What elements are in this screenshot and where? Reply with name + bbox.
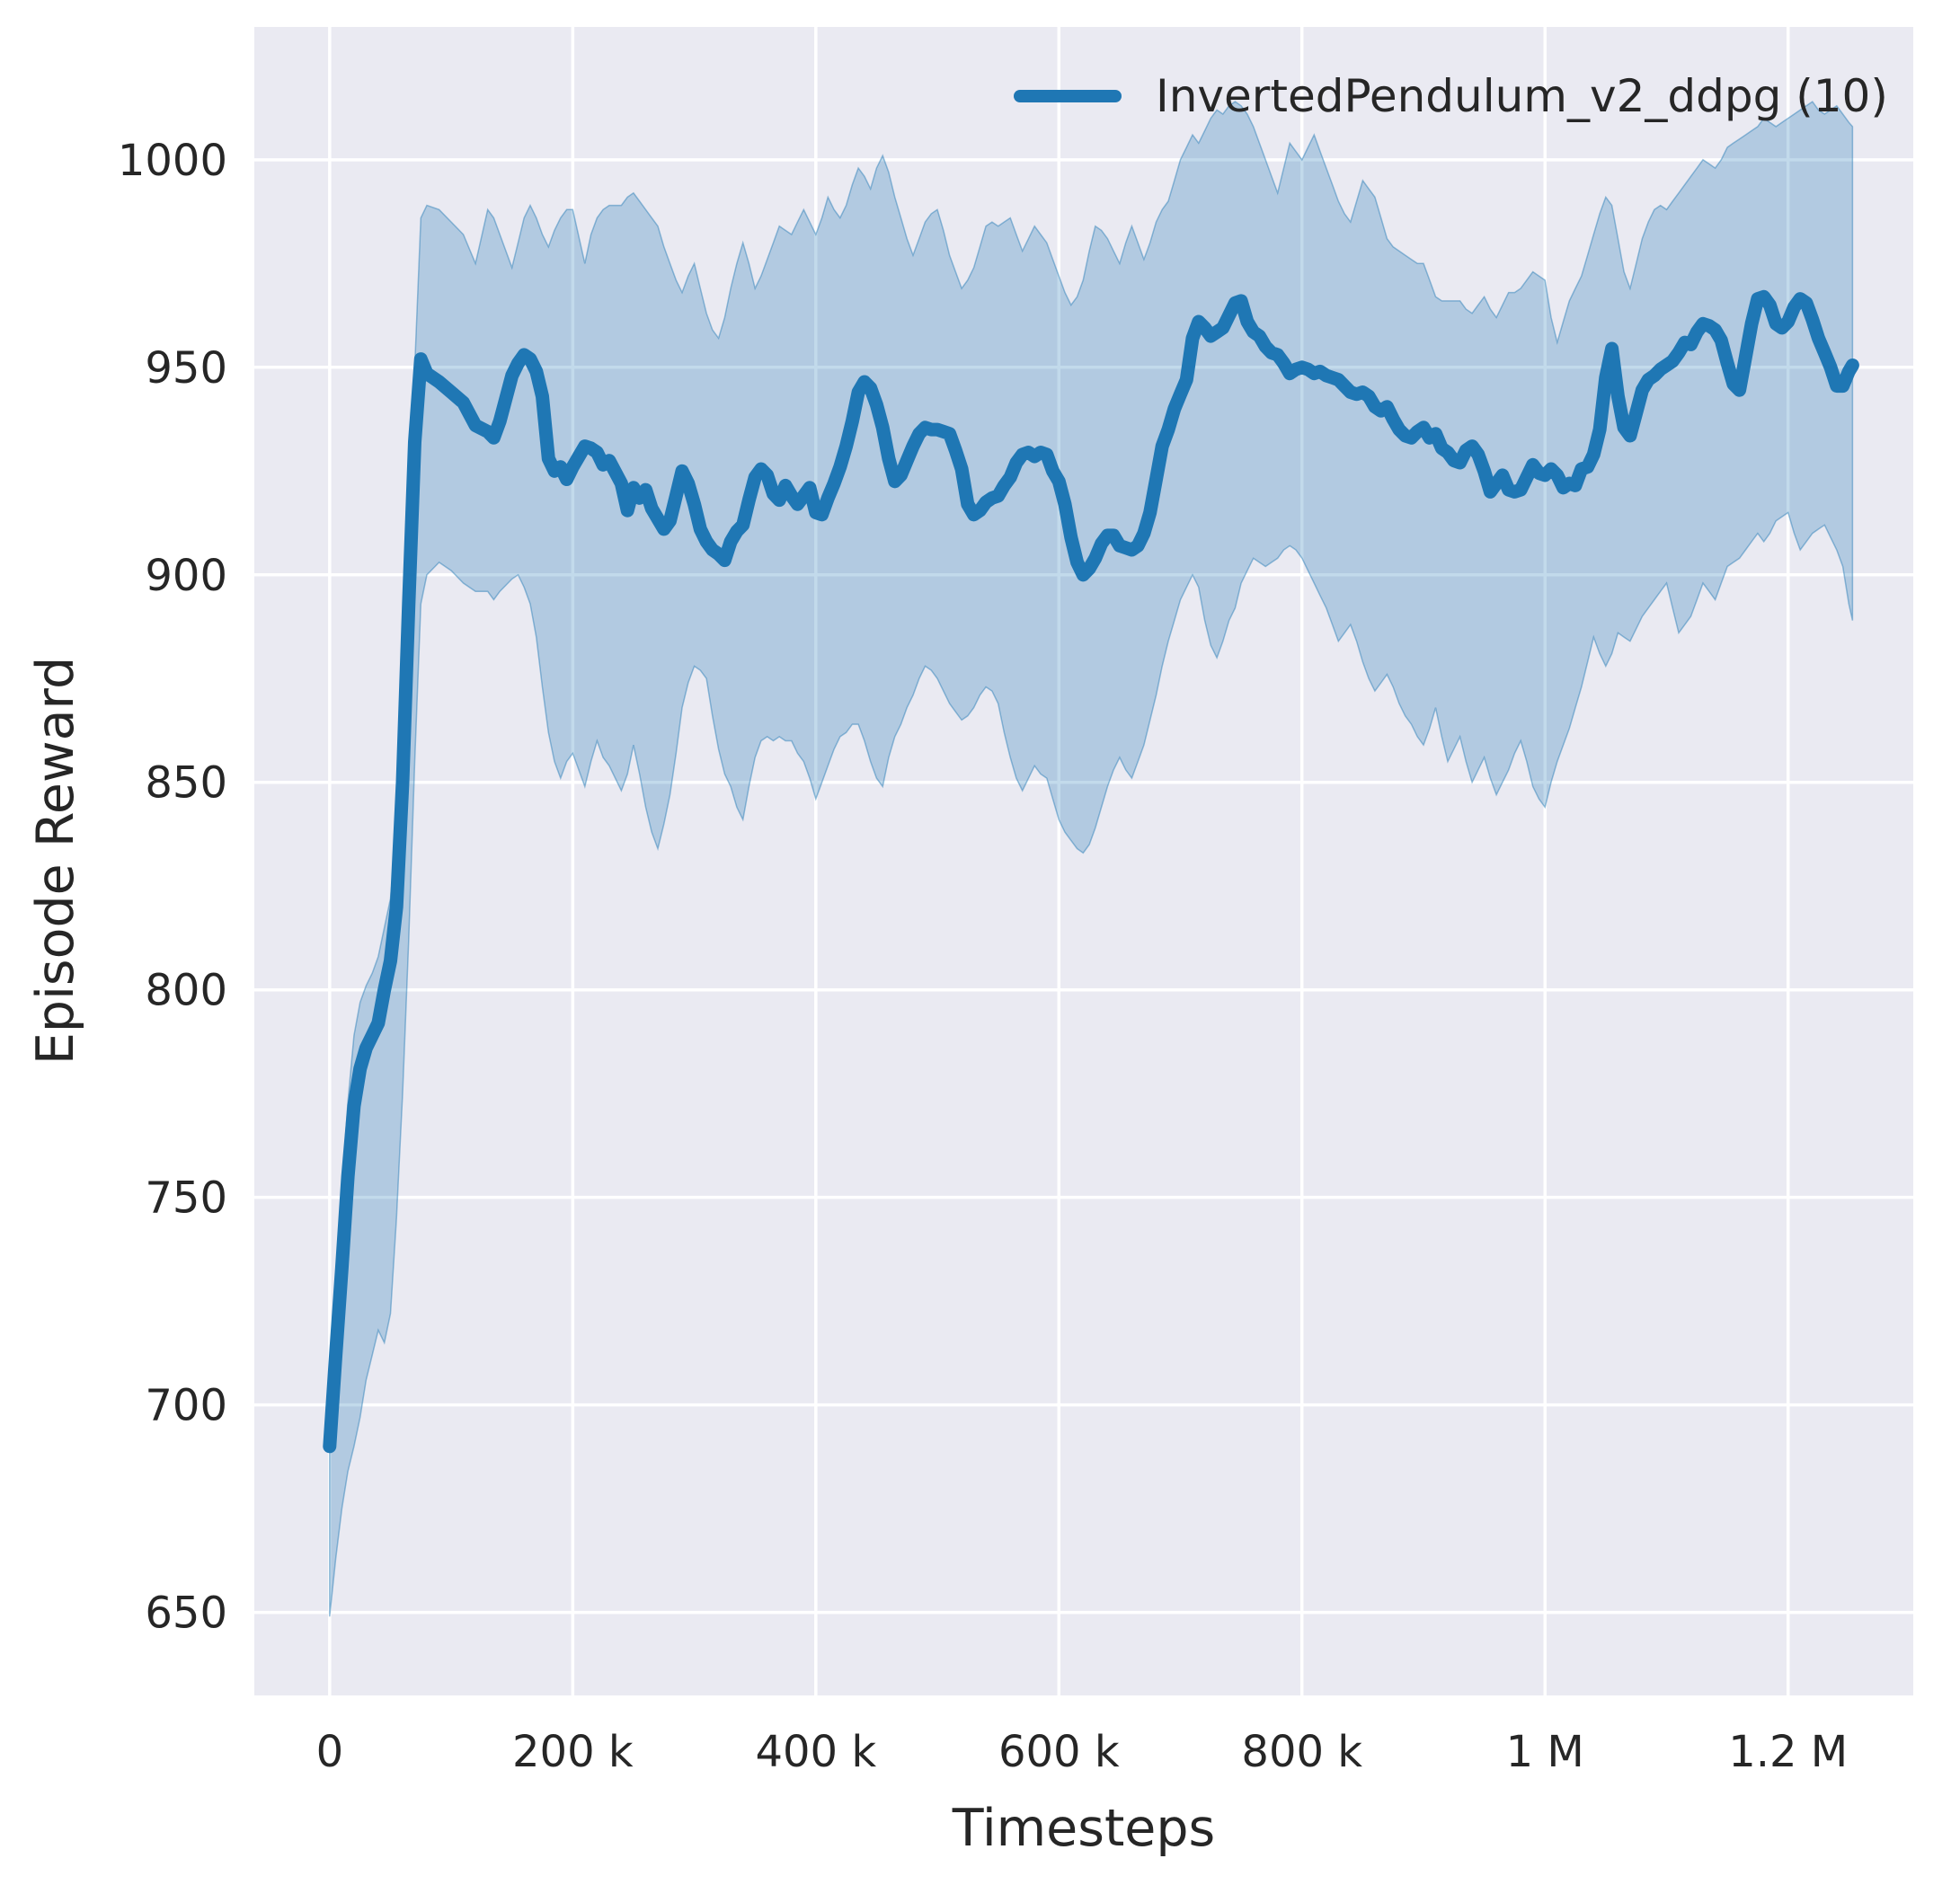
y-tick-label: 950 bbox=[145, 343, 227, 394]
confidence-band bbox=[329, 101, 1854, 1617]
y-tick-label: 650 bbox=[145, 1589, 227, 1639]
x-tick-label: 1 M bbox=[1506, 1727, 1584, 1777]
legend-line-sample bbox=[1014, 90, 1122, 102]
plot-area bbox=[254, 27, 1913, 1695]
y-tick-label: 900 bbox=[145, 551, 227, 601]
legend-series-label: InvertedPendulum_v2_ddpg (10) bbox=[1156, 70, 1888, 122]
x-tick-label: 600 k bbox=[998, 1727, 1120, 1777]
x-tick-label: 1.2 M bbox=[1728, 1727, 1848, 1777]
y-axis-title: Episode Reward bbox=[26, 656, 85, 1066]
y-tick-label: 1000 bbox=[118, 136, 227, 186]
y-tick-label: 750 bbox=[145, 1173, 227, 1224]
x-tick-label: 400 k bbox=[755, 1727, 876, 1777]
y-tick-label: 700 bbox=[145, 1381, 227, 1431]
x-tick-label: 800 k bbox=[1241, 1727, 1362, 1777]
mean-reward-line bbox=[323, 289, 1859, 1454]
x-axis-title: Timesteps bbox=[952, 1799, 1216, 1858]
y-tick-label: 800 bbox=[145, 966, 227, 1016]
x-tick-label: 0 bbox=[316, 1727, 344, 1777]
y-tick-label: 850 bbox=[145, 758, 227, 809]
x-tick-label: 200 k bbox=[512, 1727, 634, 1777]
gridlines bbox=[254, 27, 1913, 1695]
legend: InvertedPendulum_v2_ddpg (10) bbox=[1014, 70, 1888, 122]
